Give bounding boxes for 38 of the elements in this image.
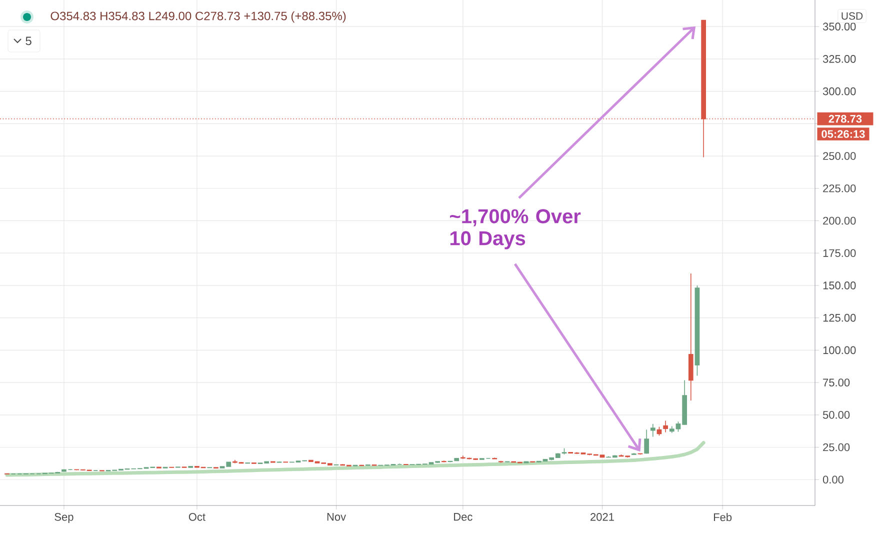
candlestick <box>492 457 498 460</box>
candlestick <box>694 285 700 376</box>
annotation: 5 <box>26 36 32 46</box>
y-tick-label: 175.00 <box>823 249 856 257</box>
candlestick <box>663 420 668 433</box>
y-tick-label: 325.00 <box>822 55 856 63</box>
y-tick-label: 75.00 <box>823 378 850 386</box>
candlestick <box>688 273 694 401</box>
text: 05:26:13 <box>822 130 865 138</box>
x-tick-label: Sep <box>54 513 74 523</box>
y-tick-label: 25.00 <box>823 443 850 452</box>
candlestick <box>644 429 649 454</box>
x-tick-label: 2021 <box>590 513 614 521</box>
candlestick <box>188 466 194 468</box>
x-tick-label: Dec <box>454 513 472 521</box>
text: O354.83 H354.83 L249.00 C278.73 +130.75 (+88.35%) <box>50 11 346 23</box>
candlestick <box>498 460 504 464</box>
y-axis-title: USD <box>842 12 863 20</box>
y-tick-label: 125.00 <box>823 314 856 322</box>
y-tick-label: 300.00 <box>822 87 856 96</box>
y-tick-label: 50.00 <box>822 410 850 419</box>
y-tick-label: 150.00 <box>823 282 856 290</box>
ref-line-label: 278.73 <box>828 114 862 123</box>
candlestick <box>454 458 460 462</box>
x-tick-label: Oct <box>188 513 206 521</box>
y-tick-label: 225.00 <box>823 184 856 192</box>
y-tick-label: 350.00 <box>822 22 856 30</box>
candlestick <box>631 452 636 456</box>
y-tick-label: 200.00 <box>823 216 856 225</box>
candlestick <box>650 423 656 438</box>
annotation: ~1,700% Over 10 Days <box>450 209 581 250</box>
y-tick-label: 0.00 <box>822 476 844 484</box>
x-tick-label: Nov <box>327 513 346 521</box>
candlestick <box>441 460 446 463</box>
y-tick-label: 100.00 <box>823 346 856 354</box>
x-tick-label: Feb <box>714 513 732 522</box>
y-tick-label: 250.00 <box>823 152 856 160</box>
candlestick <box>638 452 643 456</box>
